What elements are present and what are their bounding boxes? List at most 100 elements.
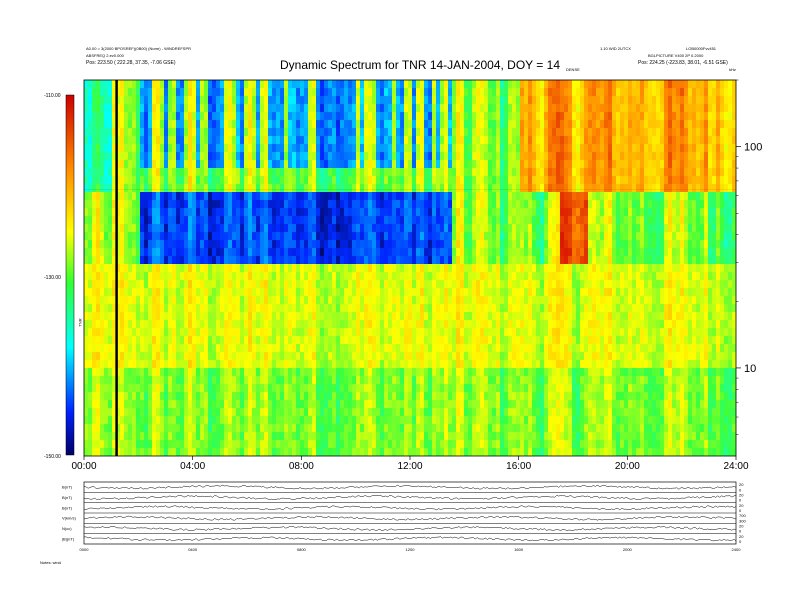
spectrum-cell — [356, 160, 361, 169]
spectrum-cell — [392, 216, 397, 225]
spectrum-cell — [292, 176, 297, 185]
spectrum-cell — [236, 432, 241, 441]
spectrum-cell — [356, 400, 361, 409]
spectrum-cell — [124, 232, 129, 241]
spectrum-cell — [220, 272, 225, 281]
spectrum-cell — [436, 344, 441, 353]
spectrum-cell — [332, 144, 337, 153]
spectrum-cell — [412, 144, 417, 153]
spectrum-cell — [300, 264, 305, 273]
spectrum-cell — [280, 240, 285, 249]
spectrum-cell — [240, 112, 245, 121]
spectrum-cell — [240, 312, 245, 321]
spectrum-cell — [432, 240, 437, 249]
spectrum-cell — [116, 208, 121, 217]
spectrum-cell — [252, 240, 257, 249]
spectrum-cell — [164, 160, 169, 169]
spectrum-cell — [412, 440, 417, 449]
spectrum-cell — [412, 216, 417, 225]
spectrum-cell — [480, 344, 485, 353]
spectrum-cell — [232, 168, 237, 177]
spectrum-cell — [348, 240, 353, 249]
spectrum-cell — [96, 112, 101, 121]
spectrum-cell — [452, 352, 457, 361]
spectrum-cell — [260, 256, 265, 265]
spectrum-cell — [348, 192, 353, 201]
spectrum-cell — [464, 416, 469, 425]
spectrum-cell — [304, 296, 309, 305]
spectrum-cell — [428, 104, 433, 113]
spectrum-cell — [204, 160, 209, 169]
spectrum-cell — [248, 408, 253, 417]
spectrum-cell — [400, 128, 405, 137]
spectrum-cell — [384, 288, 389, 297]
spectrum-cell — [136, 408, 141, 417]
spectrum-cell — [384, 248, 389, 257]
spectrum-cell — [356, 232, 361, 241]
spectrum-cell — [480, 392, 485, 401]
spectrum-cell — [332, 96, 337, 105]
spectrum-cell — [92, 440, 97, 449]
spectrum-cell — [136, 424, 141, 433]
spectrum-cell — [252, 280, 257, 289]
spectrum-cell — [376, 376, 381, 385]
spectrum-cell — [368, 160, 373, 169]
spectrum-cell — [440, 160, 445, 169]
spectrum-cell — [324, 440, 329, 449]
spectrum-cell — [504, 352, 509, 361]
spectrum-cell — [348, 128, 353, 137]
spectrum-cell — [260, 328, 265, 337]
spectrum-cell — [420, 344, 425, 353]
spectrum-cell — [208, 432, 213, 441]
spectrum-cell — [344, 368, 349, 377]
spectrum-cell — [264, 304, 269, 313]
spectrum-cell — [480, 224, 485, 233]
spectrum-cell — [184, 240, 189, 249]
spectrum-cell — [356, 176, 361, 185]
spectrum-cell — [188, 192, 193, 201]
spectrum-cell — [168, 320, 173, 329]
spectrum-cell — [496, 240, 501, 249]
spectrum-cell — [256, 120, 261, 129]
spectrum-cell — [400, 408, 405, 417]
spectrum-cell — [168, 208, 173, 217]
spectrum-cell — [136, 80, 141, 89]
spectrum-cell — [128, 192, 133, 201]
spectrum-cell — [312, 312, 317, 321]
spectrum-cell — [280, 216, 285, 225]
spectrum-cell — [96, 88, 101, 97]
spectrum-cell — [288, 152, 293, 161]
spectrum-cell — [160, 288, 165, 297]
spectrum-cell — [252, 360, 257, 369]
spectrum-cell — [212, 144, 217, 153]
spectrum-cell — [112, 280, 117, 289]
spectrum-cell — [364, 408, 369, 417]
spectrum-cell — [92, 248, 97, 257]
spectrum-cell — [288, 216, 293, 225]
spectrum-cell — [156, 152, 161, 161]
spectrum-cell — [360, 184, 365, 193]
spectrum-cell — [108, 424, 113, 433]
spectrum-cell — [420, 128, 425, 137]
spectrum-cell — [224, 96, 229, 105]
spectrum-cell — [468, 368, 473, 377]
spectrum-cell — [264, 136, 269, 145]
spectrum-cell — [100, 136, 105, 145]
spectrum-cell — [144, 144, 149, 153]
spectrum-cell — [280, 344, 285, 353]
spectrum-cell — [324, 80, 329, 89]
spectrum-cell — [388, 192, 393, 201]
spectrum-cell — [488, 152, 493, 161]
spectrum-cell — [140, 216, 145, 225]
spectrum-cell — [200, 368, 205, 377]
spectrum-cell — [256, 448, 261, 456]
spectrum-cell — [208, 288, 213, 297]
spectrum-cell — [144, 200, 149, 209]
spectrum-cell — [492, 224, 497, 233]
spectrum-cell — [220, 120, 225, 129]
spectrum-cell — [440, 144, 445, 153]
spectrum-cell — [228, 320, 233, 329]
spectrum-cell — [484, 408, 489, 417]
spectrum-cell — [136, 448, 141, 456]
spectrum-cell — [328, 400, 333, 409]
